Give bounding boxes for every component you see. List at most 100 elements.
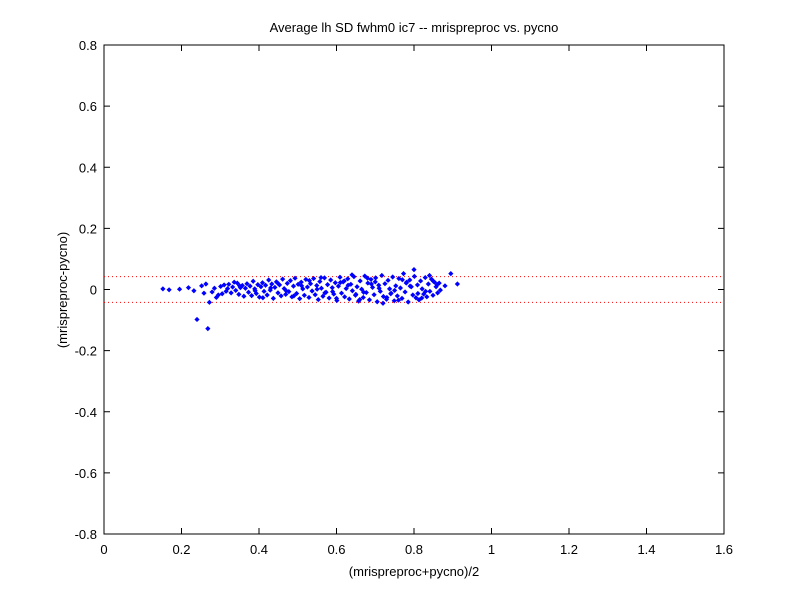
data-point xyxy=(380,300,386,306)
reference-lines xyxy=(104,276,724,303)
data-point xyxy=(363,289,369,296)
data-point xyxy=(291,293,297,299)
data-point xyxy=(225,285,231,292)
data-point xyxy=(374,299,380,305)
data-point xyxy=(231,279,237,285)
data-point xyxy=(201,290,207,296)
data-point xyxy=(307,281,314,287)
data-point xyxy=(399,295,405,301)
data-point xyxy=(237,285,243,291)
data-point xyxy=(283,291,289,297)
y-tick-label: 0 xyxy=(90,283,97,298)
y-tick-label: 0.2 xyxy=(79,221,97,236)
data-point xyxy=(259,280,266,286)
data-point xyxy=(255,282,261,288)
data-point xyxy=(233,287,239,294)
data-point xyxy=(384,294,390,301)
data-point xyxy=(373,275,379,281)
data-point xyxy=(314,286,320,292)
data-point xyxy=(262,282,269,288)
data-point xyxy=(376,285,382,291)
data-point xyxy=(328,277,334,283)
data-point xyxy=(250,278,256,284)
data-point xyxy=(349,272,355,278)
x-tick-label: 1.4 xyxy=(637,542,655,557)
y-tick-label: -0.2 xyxy=(75,344,97,359)
data-point xyxy=(244,281,250,287)
data-point xyxy=(379,272,385,279)
data-point xyxy=(393,283,399,289)
data-point xyxy=(290,283,297,289)
x-axis-label: (mrispreproc+pycno)/2 xyxy=(349,564,479,579)
data-point xyxy=(372,279,378,285)
data-point xyxy=(270,295,276,301)
data-point xyxy=(237,283,243,289)
data-point xyxy=(338,290,345,296)
data-point xyxy=(245,289,252,295)
data-point xyxy=(388,291,394,297)
data-point xyxy=(306,294,312,301)
data-point xyxy=(252,288,258,294)
data-point xyxy=(377,288,383,294)
data-point xyxy=(430,278,436,284)
data-point xyxy=(411,273,417,279)
data-point xyxy=(176,286,183,292)
data-point xyxy=(230,284,236,290)
data-point xyxy=(298,279,304,285)
data-point xyxy=(411,267,417,273)
data-point xyxy=(185,285,192,291)
data-point xyxy=(335,283,342,289)
data-point xyxy=(314,282,320,289)
data-point xyxy=(275,290,281,296)
data-point xyxy=(407,277,413,283)
data-point xyxy=(249,293,255,299)
data-point xyxy=(275,281,281,287)
data-point xyxy=(206,299,212,305)
data-point xyxy=(247,283,253,289)
data-point xyxy=(407,283,413,289)
data-point xyxy=(365,280,371,286)
data-point xyxy=(337,274,343,280)
data-point xyxy=(300,286,306,292)
data-point xyxy=(258,284,264,290)
data-point xyxy=(160,286,166,292)
data-point xyxy=(221,282,227,288)
data-point xyxy=(219,291,225,297)
data-point xyxy=(357,296,363,303)
data-point xyxy=(199,283,205,289)
y-axis-label: (mrispreproc-pycno) xyxy=(55,232,70,348)
data-point xyxy=(322,290,328,296)
data-point xyxy=(355,298,362,304)
data-point xyxy=(331,291,337,297)
data-point xyxy=(321,275,328,281)
data-point xyxy=(394,293,400,299)
data-point xyxy=(400,271,407,277)
data-point xyxy=(364,275,371,281)
data-point xyxy=(343,285,349,292)
data-point xyxy=(228,290,234,296)
data-point xyxy=(191,288,197,294)
data-point xyxy=(299,283,305,289)
data-point xyxy=(236,291,242,297)
y-tick-label: -0.8 xyxy=(75,527,97,542)
data-point xyxy=(269,281,275,287)
data-point xyxy=(345,276,351,282)
data-point xyxy=(423,288,429,294)
data-point xyxy=(293,290,300,297)
data-point xyxy=(306,278,312,284)
y-tick-label: 0.6 xyxy=(79,99,97,114)
chart-title: Average lh SD fwhm0 ic7 -- mrispreproc v… xyxy=(270,20,559,35)
data-point xyxy=(329,285,335,291)
data-point xyxy=(346,296,352,302)
data-point xyxy=(326,295,332,301)
data-point xyxy=(324,282,331,288)
data-point xyxy=(385,277,391,283)
data-point xyxy=(311,275,317,282)
plot-area xyxy=(103,44,725,535)
data-point xyxy=(454,281,460,287)
x-tick-label: 0.8 xyxy=(405,542,423,557)
data-point xyxy=(203,281,209,287)
data-point xyxy=(392,287,398,294)
